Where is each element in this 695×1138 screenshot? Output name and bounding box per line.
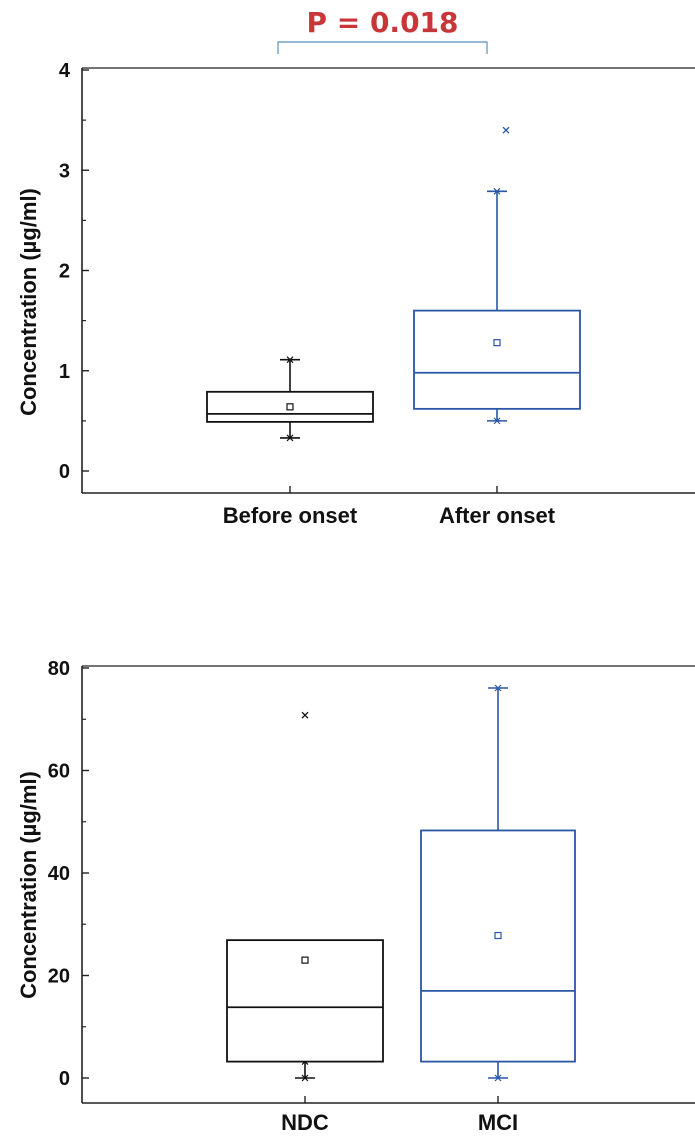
extreme-marker [494,1074,502,1082]
y-tick-label: 60 [48,761,70,783]
mean-marker [286,403,294,411]
y-tick-label: 0 [59,461,70,483]
extreme-marker [493,417,501,425]
chart-before-after-onset: 0 1 2 3 4 Concentration (µg/ml) Before onset Af… [16,6,695,528]
chart-ndc-mci: 0 20 40 60 80 Concentration (µg/ml) NDC MCI [16,658,695,1135]
y-tick-label: 3 [59,160,70,182]
outlier-marker [301,711,309,719]
extreme-marker [493,187,501,195]
y-tick-label: 40 [48,863,70,885]
y-tick-label: 2 [59,261,70,283]
significance-bracket [277,41,488,54]
x-category-label: Before onset [223,503,358,528]
extreme-marker [494,684,502,692]
y-axis-label: Concentration (µg/ml) [16,771,41,999]
y-tick-label: 80 [48,658,70,680]
box-iqr [413,309,581,410]
y-tick-label: 20 [48,966,70,988]
extreme-marker [286,356,294,364]
y-axis-label: Concentration (µg/ml) [16,188,41,416]
extreme-marker [301,1074,309,1082]
mean-marker [494,931,502,940]
x-category-label: NDC [281,1110,329,1135]
y-tick-label: 1 [59,361,70,383]
mean-marker [493,339,501,347]
y-tick-label: 4 [59,60,71,82]
mean-marker [301,956,309,964]
y-tick-label: 0 [59,1068,70,1090]
p-value-annotation: P = 0.018 [306,6,458,39]
x-category-label: After onset [439,503,556,528]
box-1 [420,684,576,1082]
x-category-label: MCI [478,1110,518,1135]
box-0 [226,711,384,1082]
outlier-marker [502,126,510,134]
box-0 [206,356,374,442]
extreme-marker [286,434,294,442]
box-iqr [420,829,576,1063]
box-1 [413,126,581,425]
